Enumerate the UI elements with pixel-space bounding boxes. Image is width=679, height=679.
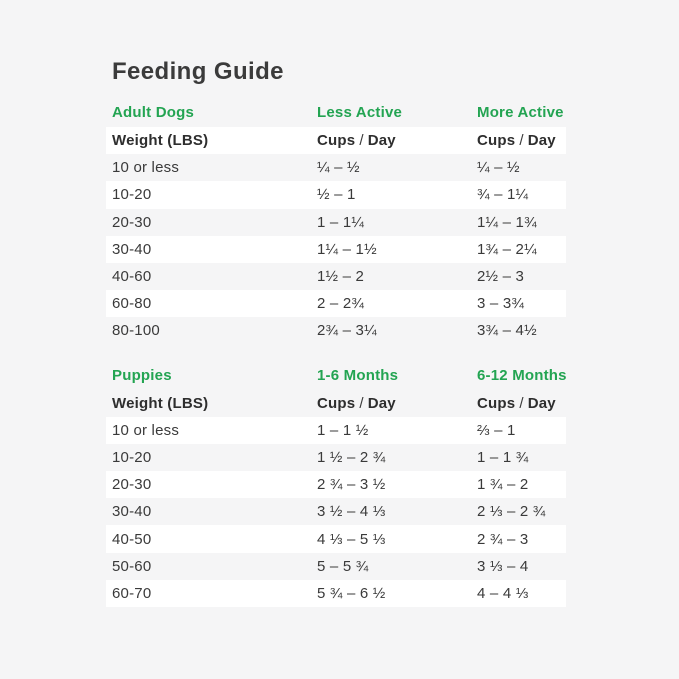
cups-cell: 1¾ – 2¼ [477, 240, 537, 258]
cups-day-header-cell: Cups / Day [477, 395, 566, 412]
table-row: 50-60 5 – 5 ¾ 3 ⅓ – 4 [106, 553, 566, 580]
cups-cell: 1 – 1 ½ [317, 421, 369, 439]
cups-cell: 3 – 3¾ [477, 295, 525, 313]
cups-cell: 1½ – 2 [317, 268, 365, 286]
weight-cell: 60-70 [112, 584, 152, 602]
cups-cell: ¾ – 1¼ [477, 186, 529, 204]
weight-cell: 10-20 [112, 448, 152, 466]
cups-word: Cups [477, 132, 516, 150]
cups-cell: 5 ¾ – 6 ½ [317, 584, 386, 602]
cups-cell: 2 ¾ – 3 [477, 530, 529, 548]
weight-cell: 60-80 [112, 295, 152, 313]
adult-section-header-row: Adult Dogs Less Active More Active [106, 98, 566, 127]
day-word: Day [367, 132, 396, 150]
cups-cell: 1 – 1¼ [317, 213, 365, 231]
weight-cell: 20-30 [112, 476, 152, 494]
day-word: Day [527, 394, 556, 412]
weight-cell: 40-60 [112, 268, 152, 286]
weight-header-cell: Weight (LBS) [112, 132, 209, 150]
table-row: 10 or less ¼ – ½ ¼ – ½ [106, 154, 566, 181]
table-row: 40-50 4 ⅓ – 5 ⅓ 2 ¾ – 3 [106, 525, 566, 553]
section-label-puppies: Puppies [112, 366, 172, 384]
weight-header-cell: Weight (LBS) [112, 394, 209, 412]
weight-cell: 30-40 [112, 503, 152, 521]
page-title: Feeding Guide [112, 58, 284, 85]
adult-dogs-section: Adult Dogs Less Active More Active Weigh… [0, 98, 679, 345]
cups-day-header-cell: Cups / Day [477, 132, 566, 149]
cups-cell: 1¼ – 1½ [317, 240, 377, 258]
column-header-6-12-months: 6-12 Months [477, 366, 567, 384]
cups-cell: 3 ⅓ – 4 [477, 557, 529, 575]
slash-separator: / [519, 132, 524, 150]
cups-cell: 3 ½ – 4 ⅓ [317, 503, 386, 521]
cups-cell: 2½ – 3 [477, 268, 525, 286]
slash-separator: / [519, 394, 524, 412]
table-row: 60-70 5 ¾ – 6 ½ 4 – 4 ⅓ [106, 579, 566, 607]
slash-separator: / [359, 394, 364, 412]
weight-cell: 30-40 [112, 240, 152, 258]
table-row: 20-30 2 ¾ – 3 ½ 1 ¾ – 2 [106, 471, 566, 499]
cups-cell: 2 ¾ – 3 ½ [317, 476, 386, 494]
puppies-section-header-row: Puppies 1-6 Months 6-12 Months [106, 361, 567, 390]
weight-cell: 10 or less [112, 421, 180, 439]
cups-cell: ⅔ – 1 [477, 421, 516, 439]
cups-cell: ½ – 1 [317, 186, 356, 204]
table-row: 30-40 3 ½ – 4 ⅓ 2 ⅓ – 2 ¾ [106, 498, 566, 525]
column-header-1-6-months: 1-6 Months [317, 366, 399, 384]
cups-cell: 2 – 2¾ [317, 295, 365, 313]
puppies-section: Puppies 1-6 Months 6-12 Months Weight (L… [0, 361, 679, 607]
cups-cell: 2¾ – 3¼ [317, 322, 377, 340]
cups-cell: ¼ – ½ [317, 159, 360, 177]
table-row: 10-20 1 ½ – 2 ¾ 1 – 1 ¾ [106, 444, 566, 471]
adult-table-header-row: Weight (LBS) Cups / Day Cups / Day [106, 127, 566, 155]
weight-cell: 10 or less [112, 159, 180, 177]
cups-cell: 1 ¾ – 2 [477, 476, 529, 494]
weight-cell: 50-60 [112, 557, 152, 575]
cups-cell: 4 ⅓ – 5 ⅓ [317, 530, 386, 548]
weight-cell: 40-50 [112, 530, 152, 548]
cups-cell: 5 – 5 ¾ [317, 557, 369, 575]
day-word: Day [367, 394, 396, 412]
cups-cell: 2 ⅓ – 2 ¾ [477, 503, 546, 521]
table-row: 10-20 ½ – 1 ¾ – 1¼ [106, 181, 566, 209]
column-header-less-active: Less Active [317, 104, 403, 121]
table-row: 80-100 2¾ – 3¼ 3¾ – 4½ [106, 317, 566, 344]
weight-cell: 80-100 [112, 322, 160, 340]
cups-cell: 3¾ – 4½ [477, 322, 537, 340]
day-word: Day [527, 132, 556, 150]
weight-cell: 10-20 [112, 186, 152, 204]
cups-cell: 4 – 4 ⅓ [477, 584, 529, 602]
cups-word: Cups [317, 132, 356, 150]
table-row: 30-40 1¼ – 1½ 1¾ – 2¼ [106, 235, 566, 263]
table-row: 10 or less 1 – 1 ½ ⅔ – 1 [106, 416, 566, 444]
cups-cell: 1 ½ – 2 ¾ [317, 448, 386, 466]
cups-day-header-cell: Cups / Day [317, 395, 477, 412]
column-header-more-active: More Active [477, 104, 564, 121]
weight-cell: 20-30 [112, 213, 152, 231]
table-row: 60-80 2 – 2¾ 3 – 3¾ [106, 290, 566, 318]
cups-word: Cups [317, 394, 356, 412]
cups-cell: 1 – 1 ¾ [477, 448, 529, 466]
cups-cell: ¼ – ½ [477, 159, 520, 177]
cups-day-header-cell: Cups / Day [317, 132, 477, 149]
puppies-table-header-row: Weight (LBS) Cups / Day Cups / Day [106, 390, 566, 417]
slash-separator: / [359, 132, 364, 150]
table-row: 20-30 1 – 1¼ 1¼ – 1¾ [106, 209, 566, 236]
cups-cell: 1¼ – 1¾ [477, 213, 537, 231]
table-row: 40-60 1½ – 2 2½ – 3 [106, 263, 566, 290]
section-label-adult-dogs: Adult Dogs [112, 104, 194, 121]
cups-word: Cups [477, 394, 516, 412]
